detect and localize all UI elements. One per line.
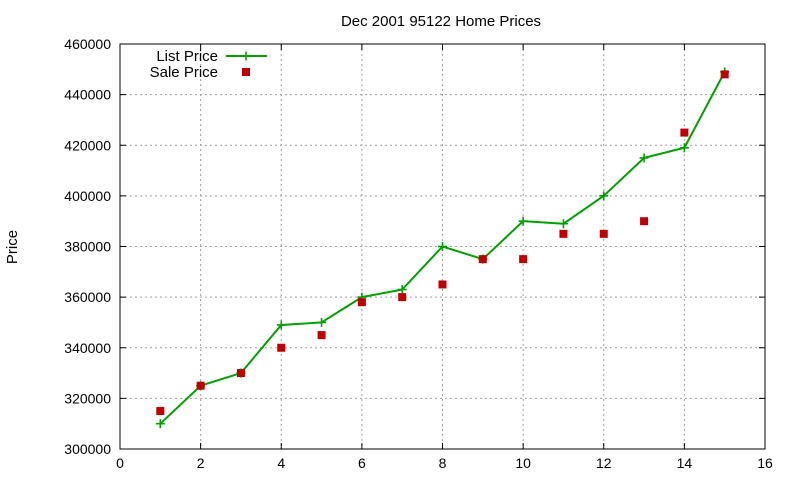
y-tick-label: 380000 — [64, 239, 111, 255]
x-tick-label: 10 — [515, 455, 531, 471]
list-price-point — [558, 219, 568, 229]
y-tick-label: 300000 — [64, 441, 111, 457]
x-tick-label: 0 — [116, 455, 124, 471]
sale-price-point — [720, 70, 729, 79]
x-tick-label: 4 — [277, 455, 285, 471]
sale-price-point — [640, 217, 649, 226]
legend-label: List Price — [156, 48, 218, 65]
sale-price-point — [680, 128, 689, 137]
list-price-point — [679, 143, 689, 153]
list-price-point — [518, 216, 528, 226]
list-price-point — [438, 242, 447, 251]
x-tick-label: 6 — [358, 455, 366, 471]
list-price-point — [397, 285, 407, 295]
x-tick-label: 14 — [677, 455, 693, 471]
sale-price-point — [398, 293, 407, 302]
list-price-point — [317, 317, 327, 327]
y-tick-label: 420000 — [64, 137, 111, 153]
series-layer — [155, 67, 730, 429]
sale-price-point — [317, 331, 326, 340]
x-tick-label: 2 — [197, 455, 205, 471]
sale-price-point — [438, 280, 447, 289]
sale-price-point — [599, 229, 608, 238]
sale-price-point — [519, 255, 528, 264]
list-price-point — [599, 191, 609, 201]
legend-plus-swatch — [241, 51, 251, 61]
list-price-point — [155, 419, 165, 429]
list-price-point — [276, 320, 286, 330]
y-tick-label: 460000 — [64, 36, 111, 52]
legend-label: Sale Price — [150, 64, 218, 81]
y-tick-label: 400000 — [64, 188, 111, 204]
x-tick-label: 8 — [439, 455, 447, 471]
series-1 — [156, 70, 729, 416]
sale-price-point — [559, 229, 568, 238]
y-tick-label: 360000 — [64, 289, 111, 305]
y-tick-label: 320000 — [64, 390, 111, 406]
x-tick-label: 16 — [757, 455, 773, 471]
x-tick-label: 12 — [596, 455, 612, 471]
list-price-point — [639, 153, 649, 163]
chart-title: Dec 2001 95122 Home Prices — [341, 13, 541, 30]
x-axis-ticks: 0 2 4 6 8 10 12 14 16 — [116, 44, 773, 471]
y-axis-ticks: 300000 320000 340000 360000 380000 400000 4200… — [64, 36, 765, 457]
plot-frame — [119, 43, 766, 450]
legend-square-swatch — [242, 68, 250, 76]
sale-price-point — [357, 298, 366, 307]
sale-price-point — [196, 381, 205, 390]
y-tick-label: 440000 — [64, 87, 111, 103]
sale-price-point — [277, 343, 286, 352]
sale-price-point — [478, 255, 487, 264]
sale-price-point — [156, 407, 165, 416]
y-axis-label: Price — [4, 230, 21, 264]
y-tick-label: 340000 — [64, 340, 111, 356]
sale-price-point — [236, 369, 245, 378]
